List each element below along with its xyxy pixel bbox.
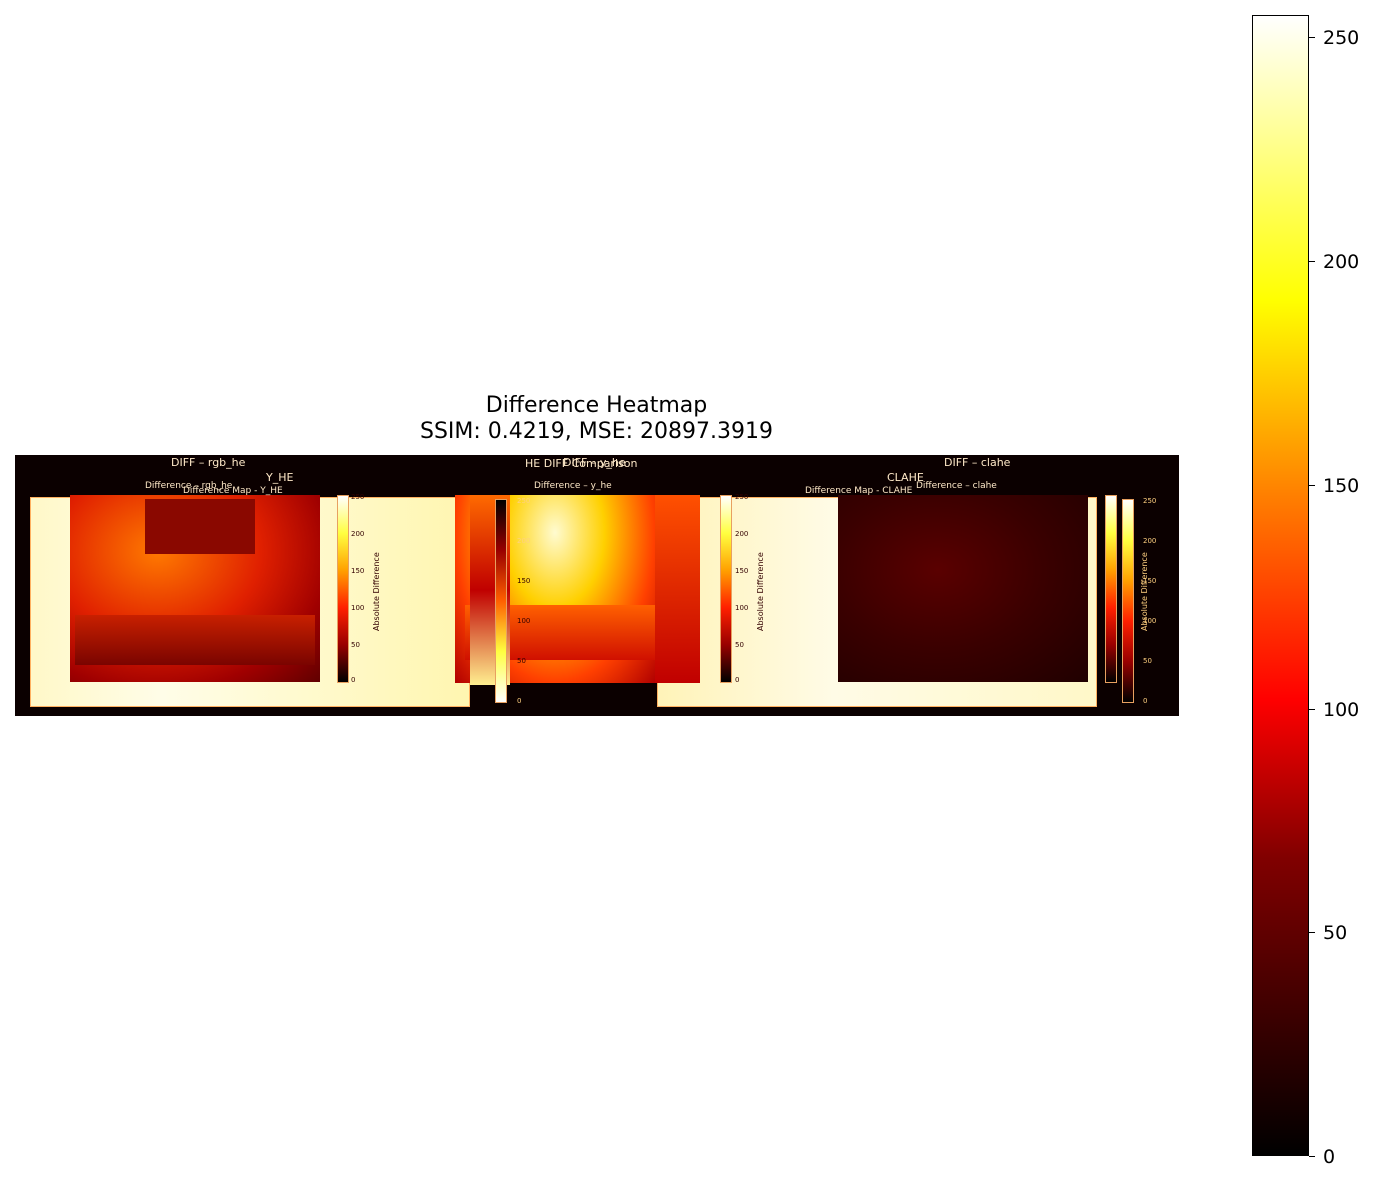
absolute-difference-label-2: Absolute Difference (756, 552, 765, 631)
mini-tick: 50 (517, 657, 526, 665)
colorbar-tick-mark (1309, 484, 1315, 486)
label-diff-rgb-he: DIFF – rgb_he (171, 456, 246, 469)
absolute-difference-label-1: Absolute Difference (372, 552, 381, 631)
label-clahe: CLAHE (887, 471, 924, 484)
mini-colorbar-3 (720, 495, 732, 683)
mini-tick: 150 (517, 577, 531, 585)
label-diff-y-he: DIFF – y_he (563, 456, 626, 469)
label-difference-map-y-he: Difference Map - Y_HE (183, 486, 283, 496)
label-difference-y-he: Difference – y_he (534, 481, 612, 491)
panel-rgb-he-desk (75, 615, 315, 665)
colorbar-tick-label: 200 (1323, 251, 1360, 274)
mini-tick: 200 (517, 537, 531, 545)
absolute-difference-label-3: Absolute Difference (1140, 552, 1149, 631)
colorbar (1252, 15, 1309, 1156)
panel-clahe-scene (838, 495, 1088, 682)
mini-tick: 50 (351, 641, 360, 649)
mini-tick: 150 (1143, 577, 1157, 585)
mini-tick: 0 (351, 676, 356, 684)
panel-rgb-he-monitor (145, 499, 255, 554)
colorbar-axis: 0 50 100 150 200 250 (1309, 15, 1369, 1168)
label-difference-rgb-he: Difference – rgb_he (145, 481, 233, 491)
colorbar-tick-mark (1309, 708, 1315, 710)
colorbar-tick-label: 50 (1323, 922, 1348, 945)
mini-tick: 100 (735, 604, 749, 612)
colorbar-tick-mark (1309, 932, 1315, 934)
label-difference-clahe: Difference – clahe (916, 481, 997, 491)
label-difference-map-clahe: Difference Map - CLAHE (805, 486, 913, 496)
chart-subtitle: SSIM: 0.4219, MSE: 20897.3919 (420, 419, 773, 444)
colorbar-tick-mark (1309, 1156, 1315, 1157)
mini-tick: 50 (735, 641, 744, 649)
mini-colorbar-5 (1122, 499, 1134, 703)
label-y-he: Y_HE (266, 471, 294, 484)
chart-title: Difference Heatmap (485, 393, 708, 418)
colorbar-tick-label: 250 (1323, 27, 1360, 50)
mini-tick: 250 (517, 497, 531, 505)
panel-clahe-dark-strip (655, 495, 700, 683)
mini-tick: 0 (735, 676, 740, 684)
mini-colorbar-1 (337, 495, 349, 683)
label-diff-clahe: DIFF – clahe (944, 456, 1011, 469)
mini-tick: 150 (735, 567, 749, 575)
mini-tick: 200 (1143, 537, 1157, 545)
chart-title-block: Difference Heatmap SSIM: 0.4219, MSE: 20… (0, 393, 1193, 445)
mini-tick: 100 (351, 604, 365, 612)
mini-tick: 100 (1143, 617, 1157, 625)
colorbar-tick-mark (1309, 37, 1315, 39)
mini-tick: 100 (517, 617, 531, 625)
mini-tick: 250 (351, 493, 365, 501)
mini-tick: 0 (1143, 697, 1148, 705)
mini-tick: 150 (351, 567, 365, 575)
colorbar-tick-label: 0 (1323, 1146, 1336, 1168)
mini-tick: 250 (1143, 497, 1157, 505)
mini-tick: 50 (1143, 657, 1152, 665)
colorbar-tick-label: 150 (1323, 474, 1360, 497)
colorbar-tick-label: 100 (1323, 698, 1360, 721)
heatmap-image: 250 200 150 100 50 0 250 200 150 100 50 … (15, 455, 1179, 716)
mini-tick: 200 (735, 530, 749, 538)
colorbar-tick-mark (1309, 261, 1315, 263)
label-he-comparison: HE DIFF Comparison (525, 457, 638, 470)
mini-colorbar-4 (1105, 495, 1117, 683)
mini-tick: 0 (517, 697, 522, 705)
mini-colorbar-2 (495, 499, 507, 703)
mini-tick: 200 (351, 530, 365, 538)
mini-tick: 250 (735, 493, 749, 501)
